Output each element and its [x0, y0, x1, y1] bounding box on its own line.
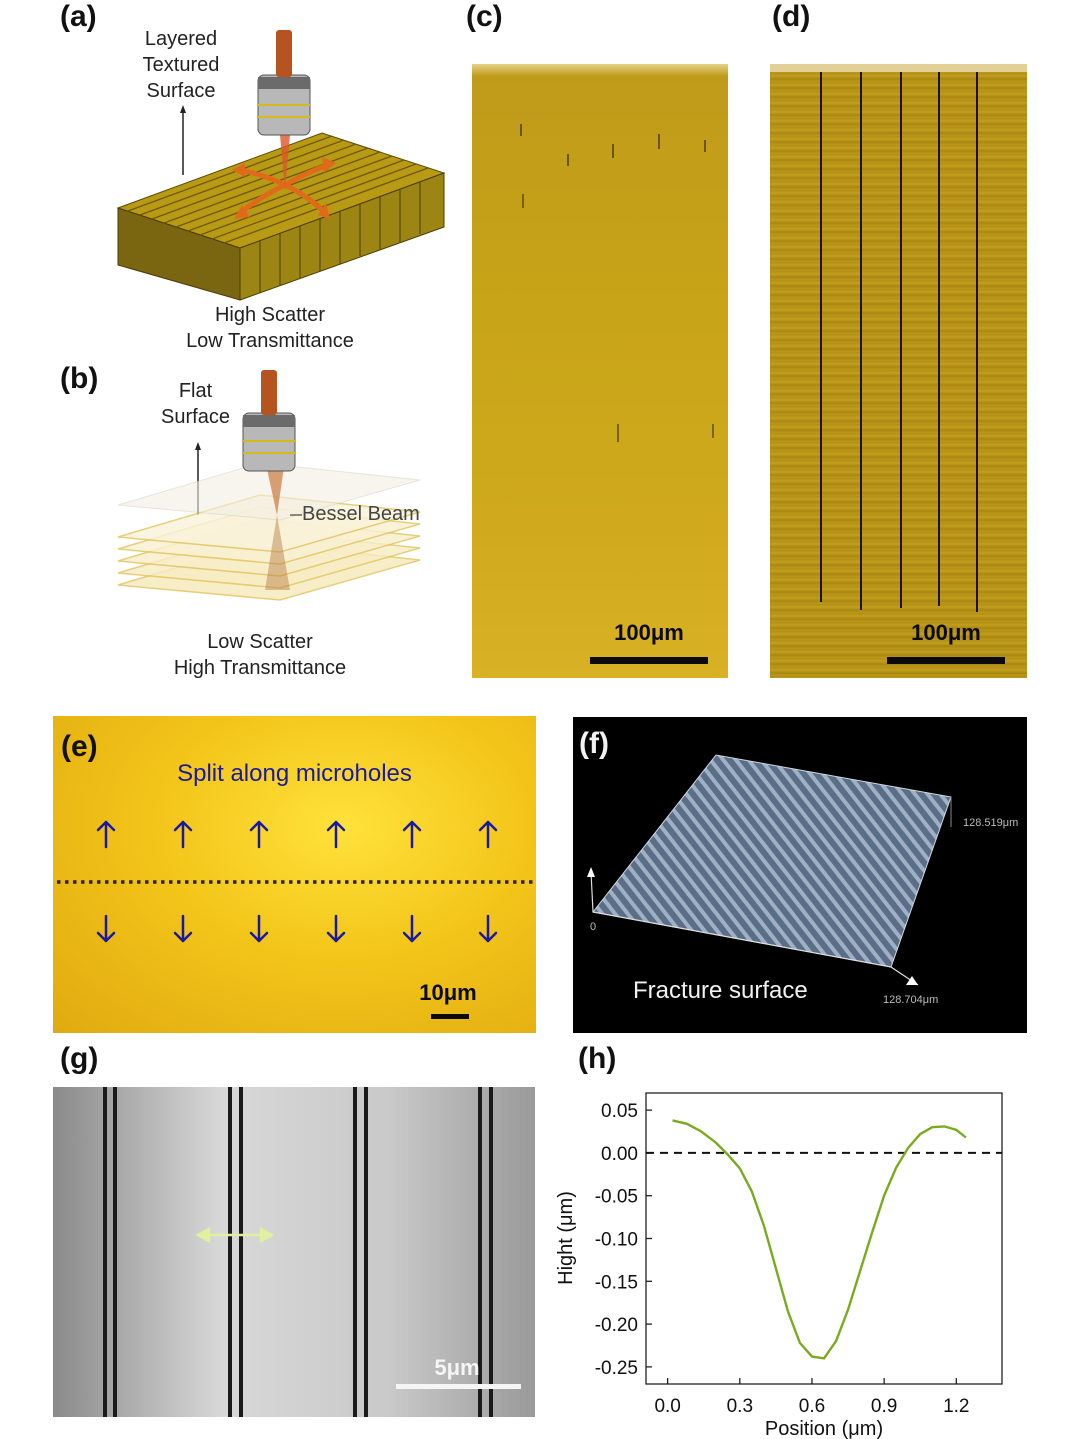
y-tick-label: -0.20	[595, 1315, 638, 1336]
scale-label-d: 100μm	[911, 620, 981, 645]
panel-b-surface-label: Flat Surface	[148, 378, 243, 430]
y-tick-label: -0.25	[595, 1358, 638, 1379]
y-ticks: 0.05 0.00 -0.05 -0.10 -0.15 -0.20 -0.25	[595, 1101, 652, 1379]
microhole-line	[820, 72, 822, 602]
arrow-down-icon	[326, 914, 346, 943]
panel-c-label: (c)	[466, 0, 503, 33]
arrow-down-icon	[249, 914, 269, 943]
bessel-beam-lower	[265, 515, 290, 590]
panel-a-caption-line1: High Scatter	[214, 304, 326, 326]
dim-x-label: 128.704μm	[883, 994, 939, 1006]
arrow-up-icon	[173, 820, 193, 849]
microhole-line	[860, 72, 862, 610]
x-ticks: 0.0 0.3 0.6 0.9 1.2	[654, 1378, 970, 1417]
scale-bar-c	[590, 657, 708, 664]
fracture-surface	[592, 754, 952, 968]
panel-a-caption-line2: Low Transmittance	[186, 330, 354, 352]
laser-beam-a	[280, 135, 290, 190]
y-tick-label: -0.10	[595, 1230, 638, 1251]
x-tick-label: 0.0	[654, 1396, 680, 1417]
y-tick-label: -0.15	[595, 1272, 638, 1293]
bessel-beam-label: Bessel Beam	[302, 503, 420, 525]
microhole-line	[900, 72, 902, 608]
panel-a-pointer-arrowhead	[180, 105, 186, 113]
panel-a-surface-line1: Layered	[144, 28, 218, 50]
origin-label: 0	[590, 921, 597, 933]
scale-label-e: 10μm	[419, 980, 477, 1005]
arrow-up-icon	[326, 820, 346, 849]
arrow-down-icon	[478, 914, 498, 943]
fracture-3d-view	[587, 754, 952, 986]
y-tick-label: 0.00	[601, 1144, 638, 1165]
y-tick-label: 0.05	[601, 1101, 638, 1122]
arrow-up-icon	[96, 820, 116, 849]
arrow-down-icon	[402, 914, 422, 943]
panel-b-surface-line2: Surface	[161, 406, 230, 428]
x-tick-label: 0.3	[727, 1396, 753, 1417]
panel-a-label: (a)	[60, 0, 97, 33]
x-tick-label: 1.2	[943, 1396, 969, 1417]
layered-block-side	[239, 172, 445, 301]
transparent-layers	[117, 462, 421, 601]
panel-f-caption: Fracture surface	[633, 977, 808, 1004]
panel-b-label: (b)	[60, 362, 99, 395]
micrograph-e: (e) Split along microholes 10μm	[53, 716, 536, 1033]
x-tick-label: 0.9	[871, 1396, 897, 1417]
scale-bar-d	[887, 657, 1005, 664]
split-arrows	[57, 820, 536, 943]
arrow-down-icon	[173, 914, 193, 943]
panel-b-caption: Low Scatter High Transmittance	[140, 629, 380, 681]
arrow-up-icon	[402, 820, 422, 849]
arrow-down-icon	[96, 914, 116, 943]
scale-label-c: 100μm	[614, 620, 684, 645]
y-tick-label: -0.05	[595, 1187, 638, 1208]
panel-e-title: Split along microholes	[177, 760, 412, 787]
panel-g-label: (g)	[60, 1042, 99, 1075]
microhole-line	[938, 72, 940, 606]
panel-f-label: (f)	[579, 727, 609, 760]
height-profile-chart: 0.05 0.00 -0.05 -0.10 -0.15 -0.20 -0.25 0.0 0.3…	[555, 1092, 1003, 1439]
scale-label-g: 5μm	[434, 1355, 480, 1380]
panel-a-surface-line3: Surface	[146, 80, 216, 102]
micrograph-c: 100μm	[472, 64, 728, 678]
panel-a-caption: High Scatter Low Transmittance	[150, 302, 390, 354]
arrow-up-icon	[249, 820, 269, 849]
panel-b-caption-line1: Low Scatter	[207, 631, 313, 653]
x-axis	[592, 911, 892, 968]
period-arrow	[195, 1226, 275, 1244]
scale-bar-e	[431, 1014, 469, 1019]
bessel-beam-upper	[265, 460, 285, 515]
panel-b-caption-line2: High Transmittance	[173, 657, 347, 679]
scale-bar-g	[396, 1384, 521, 1389]
micrograph-g: 5μm	[53, 1087, 535, 1417]
arrow-up-icon	[478, 820, 498, 849]
profile-curve	[672, 1119, 967, 1360]
x-axis-label: Position (μm)	[765, 1418, 883, 1439]
layered-side-stripes	[259, 182, 421, 293]
scatter-arrowheads	[232, 157, 336, 219]
micrograph-d: 100μm	[770, 64, 1027, 678]
y-axis-label: Hight (μm)	[555, 1191, 577, 1285]
panel-h-label: (h)	[578, 1042, 617, 1075]
panel-a-surface-line2: Textured	[142, 54, 220, 76]
dim-y-label: 128.519μm	[963, 817, 1019, 829]
x-tick-label: 0.6	[799, 1396, 825, 1417]
panel-d-label: (d)	[772, 0, 811, 33]
panel-e-label: (e)	[61, 730, 98, 763]
panel-b-surface-line1: Flat	[178, 380, 213, 402]
panel-b-illustration	[117, 370, 421, 601]
microhole-line	[976, 72, 978, 612]
micrograph-f: (f) 128.519μm 128.704μm 0 Fracture surfa…	[573, 717, 1027, 1033]
z-axis	[590, 871, 594, 913]
laser-rod-a	[276, 30, 292, 77]
panel-a-surface-label: Layered Textured Surface	[126, 26, 236, 104]
panel-a-illustration	[116, 30, 446, 301]
laser-rod-b	[261, 370, 277, 415]
plot-frame	[645, 1092, 1003, 1385]
